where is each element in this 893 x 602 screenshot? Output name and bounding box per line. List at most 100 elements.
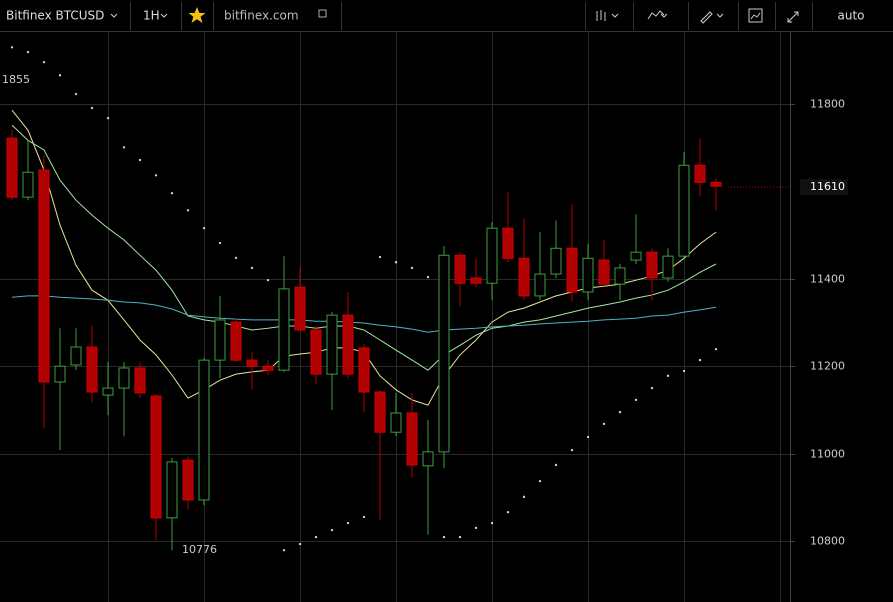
sar-dot — [186, 209, 190, 212]
candle-body — [454, 254, 466, 284]
sar-dot — [506, 510, 510, 514]
symbol[interactable]: Bitfinex BTCUSD — [6, 9, 104, 23]
moving-average-line — [11, 295, 717, 333]
sar-dot — [58, 74, 62, 77]
sar-dot — [314, 535, 318, 539]
sar-dot — [458, 535, 462, 539]
candle-body — [134, 367, 146, 394]
candle-body — [534, 273, 546, 297]
candle-body — [102, 387, 114, 396]
sar-dot — [522, 495, 526, 499]
candle-body — [710, 181, 722, 187]
sar-dot — [90, 106, 94, 110]
candle-body — [518, 257, 530, 297]
popout-icon — [318, 9, 327, 18]
sar-dot — [698, 358, 702, 362]
candle-body — [262, 365, 274, 371]
candle-body — [182, 459, 194, 501]
candle-body — [358, 347, 370, 393]
sar-dot — [538, 479, 542, 483]
interval[interactable]: 1H — [143, 9, 160, 23]
sar-dot — [362, 515, 366, 519]
sar-dot — [218, 241, 222, 245]
candle-body — [326, 314, 338, 375]
candle-body — [86, 346, 98, 393]
candle-body — [678, 164, 690, 257]
sar-dot — [634, 398, 638, 402]
sar-dot — [666, 374, 670, 378]
candle-body — [502, 227, 514, 259]
candle-body — [230, 321, 242, 361]
sar-dot — [602, 422, 606, 426]
indicators-button[interactable] — [647, 10, 668, 20]
sar-dot — [202, 226, 206, 230]
candle-body — [694, 164, 706, 183]
candle-body — [198, 359, 210, 501]
drawing-button[interactable] — [700, 11, 724, 24]
dropdown-icon — [110, 13, 118, 18]
screenshot-button[interactable] — [748, 8, 763, 23]
favorite-star[interactable] — [188, 7, 206, 23]
candle-body — [598, 259, 610, 285]
sar-dot — [106, 116, 110, 120]
sar-dot — [330, 528, 334, 532]
low-annotation: 10776 — [182, 543, 217, 556]
moving-average-line — [11, 124, 717, 371]
candle-body — [470, 277, 482, 284]
sar-dot — [394, 261, 398, 264]
sar-dot — [250, 266, 254, 270]
sar-dot — [682, 369, 686, 373]
sar-dot — [170, 192, 174, 195]
candle-body — [406, 412, 418, 466]
scale-mode[interactable]: auto — [837, 9, 864, 23]
last-price-label: 11610 — [810, 180, 845, 193]
y-tick-label: 11200 — [810, 360, 845, 373]
candle-body — [486, 227, 498, 284]
fullscreen-button[interactable] — [787, 11, 799, 23]
candle-body — [662, 255, 674, 279]
sar-dot — [586, 435, 590, 439]
candle-body — [22, 171, 34, 198]
candle-body — [70, 346, 82, 366]
candle-type-button[interactable] — [596, 10, 619, 21]
sar-dot — [266, 278, 270, 282]
candle-body — [342, 314, 354, 375]
candle-body — [550, 247, 562, 275]
y-tick-label: 10800 — [810, 535, 845, 548]
candle-body — [278, 288, 290, 371]
sar-dot — [26, 50, 30, 54]
sar-dot — [490, 521, 494, 525]
toolbar: Bitfinex BTCUSD 1H bitfinex.com — [0, 2, 893, 32]
sar-dot — [234, 256, 238, 260]
candle-body — [422, 451, 434, 467]
candle-body — [438, 254, 450, 453]
candle-body — [118, 367, 130, 389]
sar-dot — [42, 60, 46, 64]
sar-dot — [138, 158, 142, 162]
sar-dot — [122, 146, 126, 149]
y-tick-label: 11000 — [810, 448, 845, 461]
sar-dot — [410, 266, 414, 270]
sar-dot — [154, 174, 158, 177]
candle-body — [582, 257, 594, 293]
sar-dot — [346, 521, 350, 525]
sar-dot — [74, 92, 78, 96]
sar-dot — [618, 410, 622, 414]
sar-dot — [282, 548, 286, 552]
sar-dot — [474, 526, 478, 530]
sar-dot — [650, 386, 654, 390]
candle-body — [390, 412, 402, 433]
site-link[interactable]: bitfinex.com — [224, 9, 299, 23]
candle-body — [310, 329, 322, 375]
candle-body — [630, 251, 642, 261]
sar-dot — [298, 542, 302, 546]
candle-body — [566, 247, 578, 293]
sar-dot — [442, 535, 446, 539]
sar-dot — [570, 448, 574, 452]
candle-body — [614, 267, 626, 285]
sar-dot — [378, 255, 382, 259]
sar-dot — [426, 275, 430, 279]
candle-body — [294, 286, 306, 331]
